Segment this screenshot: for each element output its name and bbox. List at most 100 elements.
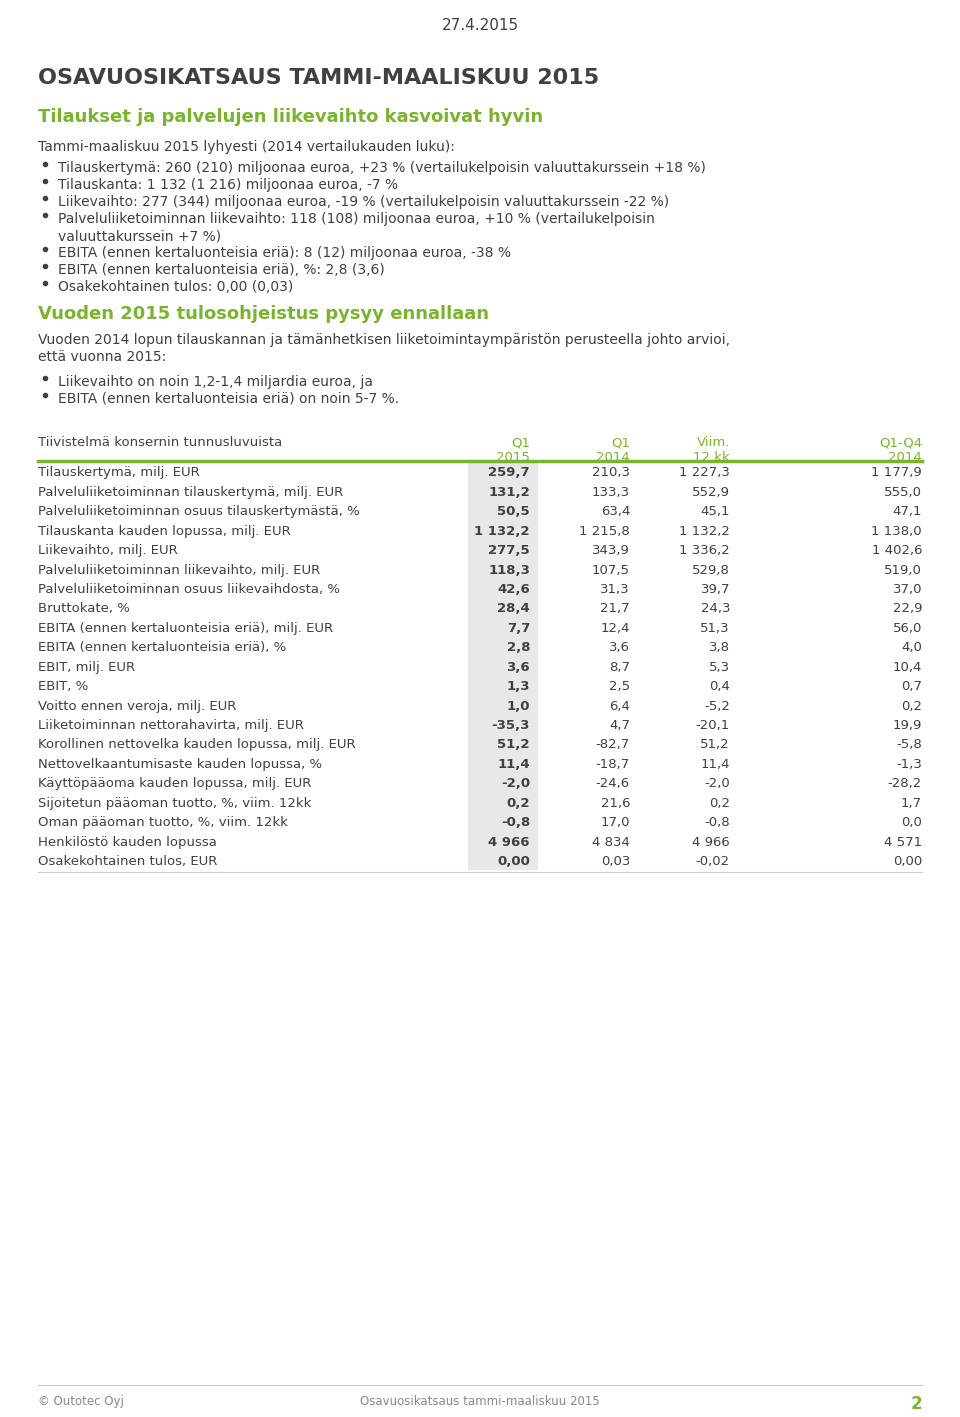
- Text: 2,5: 2,5: [609, 680, 630, 693]
- Text: EBITA (ennen kertaluonteisia eriä), %: 2,8 (3,6): EBITA (ennen kertaluonteisia eriä), %: 2…: [58, 264, 385, 278]
- Text: -18,7: -18,7: [596, 758, 630, 771]
- Text: 1 227,3: 1 227,3: [679, 466, 730, 479]
- Bar: [468, 792, 538, 812]
- Text: 4 966: 4 966: [489, 836, 530, 849]
- Text: Vuoden 2014 lopun tilauskannan ja tämänhetkisen liiketoimintaympäristön perustee: Vuoden 2014 lopun tilauskannan ja tämänh…: [38, 333, 730, 347]
- Text: 1 177,9: 1 177,9: [872, 466, 922, 479]
- Text: © Outotec Oyj: © Outotec Oyj: [38, 1396, 124, 1408]
- Text: -35,3: -35,3: [492, 718, 530, 733]
- Text: Palveluliiketoiminnan liikevaihto, milj. EUR: Palveluliiketoiminnan liikevaihto, milj.…: [38, 564, 321, 577]
- Text: 4,0: 4,0: [901, 642, 922, 655]
- Bar: [468, 774, 538, 792]
- Text: 529,8: 529,8: [692, 564, 730, 577]
- Text: 17,0: 17,0: [601, 816, 630, 829]
- Text: -0,8: -0,8: [705, 816, 730, 829]
- Text: -0,02: -0,02: [696, 854, 730, 869]
- Text: Tilauskanta kauden lopussa, milj. EUR: Tilauskanta kauden lopussa, milj. EUR: [38, 524, 291, 537]
- Text: Palveluliiketoiminnan tilauskertymä, milj. EUR: Palveluliiketoiminnan tilauskertymä, mil…: [38, 486, 344, 499]
- Text: EBITA (ennen kertaluonteisia eriä) on noin 5-7 %.: EBITA (ennen kertaluonteisia eriä) on no…: [58, 391, 399, 405]
- Text: 2,8: 2,8: [507, 642, 530, 655]
- Text: 259,7: 259,7: [489, 466, 530, 479]
- Text: Bruttokate, %: Bruttokate, %: [38, 602, 130, 615]
- Text: 21,6: 21,6: [601, 796, 630, 809]
- Text: -5,2: -5,2: [704, 700, 730, 713]
- Text: 5,3: 5,3: [708, 660, 730, 673]
- Text: 42,6: 42,6: [497, 582, 530, 597]
- Text: Osavuosikatsaus tammi-maaliskuu 2015: Osavuosikatsaus tammi-maaliskuu 2015: [360, 1396, 600, 1408]
- Bar: [468, 560, 538, 580]
- Text: 11,4: 11,4: [497, 758, 530, 771]
- Text: Tilaukset ja palvelujen liikevaihto kasvoivat hyvin: Tilaukset ja palvelujen liikevaihto kasv…: [38, 108, 543, 126]
- Text: 1 138,0: 1 138,0: [872, 524, 922, 537]
- Text: 4 966: 4 966: [692, 836, 730, 849]
- Text: Tammi-maaliskuu 2015 lyhyesti (2014 vertailukauden luku):: Tammi-maaliskuu 2015 lyhyesti (2014 vert…: [38, 139, 455, 153]
- Text: 0,2: 0,2: [507, 796, 530, 809]
- Text: 11,4: 11,4: [701, 758, 730, 771]
- Bar: [468, 540, 538, 560]
- Text: Palveluliiketoiminnan osuus tilauskertymästä, %: Palveluliiketoiminnan osuus tilauskertym…: [38, 506, 360, 519]
- Text: 2015: 2015: [496, 452, 530, 465]
- Bar: [468, 598, 538, 618]
- Text: 24,3: 24,3: [701, 602, 730, 615]
- Text: 133,3: 133,3: [592, 486, 630, 499]
- Bar: [468, 656, 538, 676]
- Text: Q1: Q1: [611, 436, 630, 449]
- Text: 50,5: 50,5: [497, 506, 530, 519]
- Bar: [468, 716, 538, 734]
- Text: 4 571: 4 571: [884, 836, 922, 849]
- Text: EBIT, milj. EUR: EBIT, milj. EUR: [38, 660, 135, 673]
- Text: Osakekohtainen tulos: 0,00 (0,03): Osakekohtainen tulos: 0,00 (0,03): [58, 281, 293, 293]
- Text: 51,2: 51,2: [701, 738, 730, 751]
- Text: 47,1: 47,1: [893, 506, 922, 519]
- Text: 3,6: 3,6: [506, 660, 530, 673]
- Text: 1,0: 1,0: [507, 700, 530, 713]
- Text: 1 132,2: 1 132,2: [474, 524, 530, 537]
- Text: Käyttöpääoma kauden lopussa, milj. EUR: Käyttöpääoma kauden lopussa, milj. EUR: [38, 778, 311, 791]
- Text: -24,6: -24,6: [596, 778, 630, 791]
- Text: 2014: 2014: [596, 452, 630, 465]
- Text: 39,7: 39,7: [701, 582, 730, 597]
- Text: EBIT, %: EBIT, %: [38, 680, 88, 693]
- Text: 21,7: 21,7: [600, 602, 630, 615]
- Text: Vuoden 2015 tulosohjeistus pysyy ennallaan: Vuoden 2015 tulosohjeistus pysyy ennalla…: [38, 305, 489, 323]
- Text: 552,9: 552,9: [692, 486, 730, 499]
- Text: Tiivistelmä konsernin tunnusluvuista: Tiivistelmä konsernin tunnusluvuista: [38, 436, 282, 449]
- Text: 210,3: 210,3: [592, 466, 630, 479]
- Text: 1,3: 1,3: [507, 680, 530, 693]
- Text: -0,8: -0,8: [501, 816, 530, 829]
- Text: 0,4: 0,4: [709, 680, 730, 693]
- Text: 37,0: 37,0: [893, 582, 922, 597]
- Text: Sijoitetun pääoman tuotto, %, viim. 12kk: Sijoitetun pääoman tuotto, %, viim. 12kk: [38, 796, 311, 809]
- Text: 0,03: 0,03: [601, 854, 630, 869]
- Text: 4,7: 4,7: [609, 718, 630, 733]
- Bar: [468, 696, 538, 716]
- Text: -2,0: -2,0: [501, 778, 530, 791]
- Text: -20,1: -20,1: [696, 718, 730, 733]
- Text: Viim.: Viim.: [697, 436, 730, 449]
- Text: Liikevaihto: 277 (344) miljoonaa euroa, -19 % (vertailukelpoisin valuuttakurssei: Liikevaihto: 277 (344) miljoonaa euroa, …: [58, 196, 669, 210]
- Bar: [468, 812, 538, 832]
- Text: -1,3: -1,3: [896, 758, 922, 771]
- Bar: [468, 502, 538, 520]
- Text: Liiketoiminnan nettorahavirta, milj. EUR: Liiketoiminnan nettorahavirta, milj. EUR: [38, 718, 304, 733]
- Text: 28,4: 28,4: [497, 602, 530, 615]
- Bar: [468, 734, 538, 754]
- Bar: [468, 482, 538, 502]
- Text: 8,7: 8,7: [609, 660, 630, 673]
- Text: 0,2: 0,2: [901, 700, 922, 713]
- Text: Palveluliiketoiminnan osuus liikevaihdosta, %: Palveluliiketoiminnan osuus liikevaihdos…: [38, 582, 340, 597]
- Text: 0,2: 0,2: [709, 796, 730, 809]
- Bar: [468, 580, 538, 598]
- Bar: [468, 618, 538, 638]
- Text: 1 402,6: 1 402,6: [872, 544, 922, 557]
- Text: 10,4: 10,4: [893, 660, 922, 673]
- Text: 45,1: 45,1: [701, 506, 730, 519]
- Bar: [468, 676, 538, 696]
- Text: Tilauskertymä: 260 (210) miljoonaa euroa, +23 % (vertailukelpoisin valuuttakurss: Tilauskertymä: 260 (210) miljoonaa euroa…: [58, 162, 706, 176]
- Text: että vuonna 2015:: että vuonna 2015:: [38, 350, 166, 364]
- Text: Oman pääoman tuotto, %, viim. 12kk: Oman pääoman tuotto, %, viim. 12kk: [38, 816, 288, 829]
- Bar: [468, 638, 538, 656]
- Text: 7,7: 7,7: [507, 622, 530, 635]
- Text: Liikevaihto on noin 1,2-1,4 miljardia euroa, ja: Liikevaihto on noin 1,2-1,4 miljardia eu…: [58, 374, 373, 388]
- Text: 519,0: 519,0: [884, 564, 922, 577]
